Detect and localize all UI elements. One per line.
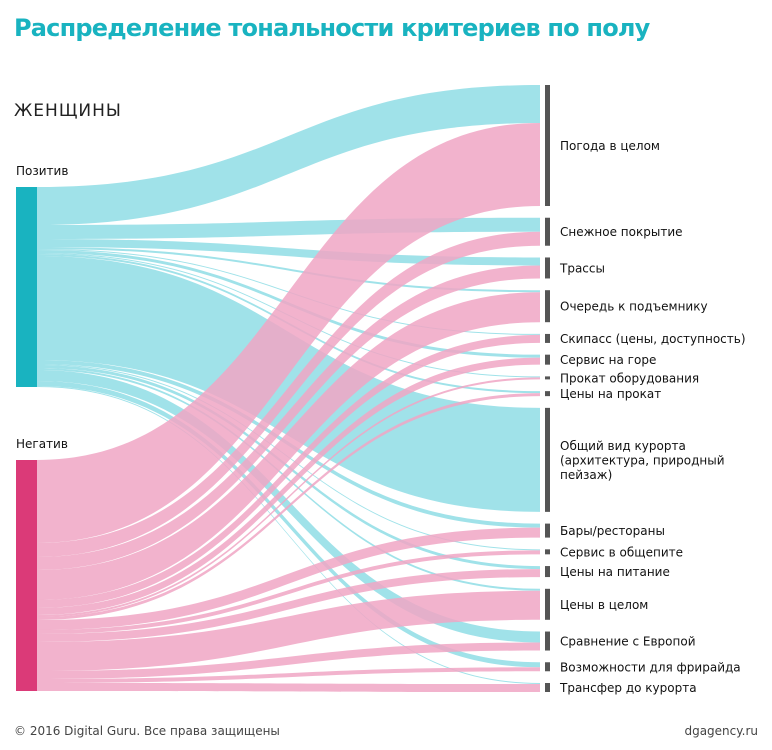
target-label-4: Скипасс (цены, доступность) — [560, 332, 746, 346]
node-target-0 — [545, 85, 550, 206]
node-target-6 — [545, 376, 550, 380]
target-label-11: Цены на питание — [560, 565, 670, 579]
node-target-1 — [545, 217, 550, 246]
link-negative-15 — [37, 683, 540, 692]
negative-links — [37, 123, 540, 692]
footer-copyright: © 2016 Digital Guru. Все права защищены — [14, 724, 280, 738]
node-target-2 — [545, 257, 550, 279]
target-label-8: Общий вид курорта (архитектура, природный… — [560, 439, 725, 482]
target-label-13: Сравнение с Европой — [560, 635, 696, 649]
link-positive-15 — [37, 386, 540, 684]
link-negative-5 — [37, 357, 540, 615]
link-negative-1 — [37, 231, 540, 557]
link-negative-6 — [37, 377, 540, 617]
link-positive-8 — [37, 256, 540, 512]
link-negative-13 — [37, 642, 540, 679]
target-label-2: Трассы — [559, 261, 605, 275]
chart-subtitle: ЖЕНЩИНЫ — [14, 101, 122, 121]
link-negative-7 — [37, 393, 540, 620]
node-target-4 — [545, 333, 550, 343]
link-positive-12 — [37, 368, 540, 591]
link-negative-9 — [37, 527, 540, 630]
node-target-10 — [545, 549, 550, 555]
node-target-9 — [545, 523, 550, 538]
link-positive-11 — [37, 365, 540, 570]
node-target-5 — [545, 354, 550, 365]
node-target-15 — [545, 683, 550, 692]
target-label-12: Цены в целом — [560, 598, 648, 612]
link-negative-14 — [37, 667, 540, 683]
target-label-1: Снежное покрытие — [560, 225, 683, 239]
source-label-negative: Негатив — [16, 437, 68, 451]
node-target-11 — [545, 566, 550, 578]
node-target-14 — [545, 662, 550, 672]
link-positive-2 — [37, 239, 540, 266]
link-negative-3 — [37, 292, 540, 600]
link-positive-14 — [37, 381, 540, 668]
source-label-positive: Позитив — [16, 164, 68, 178]
target-label-10: Сервис в общепите — [560, 545, 683, 559]
page-title: Распределение тональности критериев по п… — [14, 14, 650, 42]
sankey-nodes — [16, 85, 550, 692]
node-target-3 — [545, 290, 550, 323]
target-label-7: Цены на прокат — [560, 387, 661, 401]
link-negative-4 — [37, 334, 540, 608]
footer-site-link[interactable]: dgagency.ru — [684, 724, 758, 738]
link-negative-2 — [37, 265, 540, 570]
target-label-0: Погода в целом — [560, 139, 660, 153]
sankey-labels: Позитив Негатив Погода в целом Снежное покр… — [16, 139, 746, 695]
target-label-3: Очередь к подъемнику — [560, 300, 708, 314]
target-label-9: Бары/рестораны — [560, 524, 665, 538]
link-negative-11 — [37, 569, 540, 642]
link-negative-10 — [37, 550, 540, 634]
target-label-5: Сервис на горе — [560, 353, 656, 367]
node-positive — [16, 187, 37, 387]
link-positive-3 — [37, 247, 540, 293]
target-label-6: Прокат оборудования — [560, 371, 699, 385]
link-negative-0 — [37, 123, 540, 543]
node-target-13 — [545, 631, 550, 651]
link-positive-0 — [37, 85, 540, 225]
node-target-12 — [545, 588, 550, 620]
node-target-7 — [545, 391, 550, 397]
node-target-8 — [545, 407, 550, 512]
node-negative — [16, 460, 37, 691]
target-label-14: Возможности для фрирайда — [560, 660, 741, 674]
link-negative-12 — [37, 590, 540, 671]
target-label-15: Трансфер до курорта — [559, 681, 697, 695]
